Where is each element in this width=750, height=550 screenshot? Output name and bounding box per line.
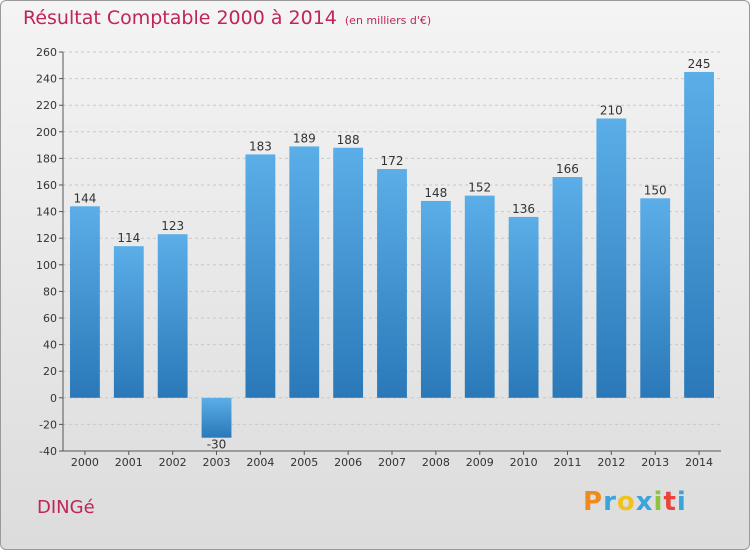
y-tick-label: 40: [43, 339, 57, 352]
bar-2013: [640, 198, 671, 398]
bar-2014: [684, 71, 714, 398]
value-label-2007: 172: [381, 154, 404, 168]
y-tick-label: -40: [39, 445, 57, 458]
value-label-2009: 152: [468, 181, 491, 195]
bar-2007: [377, 169, 407, 398]
x-tick-label-2000: 2000: [71, 456, 99, 469]
y-tick-label: 0: [50, 392, 57, 405]
bars: [70, 71, 714, 438]
x-tick-label-2004: 2004: [246, 456, 274, 469]
x-tick-label-2010: 2010: [510, 456, 538, 469]
bar-2010: [508, 216, 539, 398]
value-label-2010: 136: [512, 202, 535, 216]
logo-letter: o: [616, 487, 636, 517]
y-tick-label: 100: [36, 259, 57, 272]
logo-letter: t: [663, 487, 677, 517]
x-tick-label-2007: 2007: [378, 456, 406, 469]
logo-letter: P: [583, 487, 604, 517]
value-label-2014: 245: [688, 57, 711, 71]
y-tick-label: 140: [36, 206, 57, 219]
bar-2000: [70, 206, 100, 398]
bar-2002: [157, 234, 188, 398]
chart-title: Résultat Comptable 2000 à 2014 (en millie…: [23, 7, 431, 29]
x-tick-label-2003: 2003: [203, 456, 231, 469]
value-label-2004: 183: [249, 139, 272, 153]
value-label-2002: 123: [161, 219, 184, 233]
logo-letter: i: [653, 487, 664, 517]
value-label-2008: 148: [424, 186, 447, 200]
y-tick-label: 180: [36, 152, 57, 165]
x-tick-label-2005: 2005: [290, 456, 318, 469]
x-tick-label-2008: 2008: [422, 456, 450, 469]
value-label-2006: 188: [337, 133, 360, 147]
value-label-2012: 210: [600, 104, 623, 118]
logo-letter: i: [676, 487, 687, 517]
y-tick-label: 60: [43, 312, 57, 325]
x-tick-label-2014: 2014: [685, 456, 713, 469]
x-tick-label-2009: 2009: [466, 456, 494, 469]
bar-2012: [596, 118, 627, 398]
y-tick-label: -20: [39, 418, 57, 431]
value-label-2011: 166: [556, 162, 579, 176]
x-tick-label-2006: 2006: [334, 456, 362, 469]
commune-name: DINGé: [37, 497, 95, 518]
bar-2009: [464, 195, 495, 398]
x-tick-label-2011: 2011: [553, 456, 581, 469]
chart-unit: (en milliers d'€): [344, 14, 432, 27]
y-tick-label: 160: [36, 179, 57, 192]
y-tick-label: 120: [36, 232, 57, 245]
chart-title-text: Résultat Comptable 2000 à 2014: [23, 7, 337, 29]
y-tick-label: 200: [36, 126, 57, 139]
bar-2008: [420, 200, 451, 398]
value-label-2005: 189: [293, 131, 316, 145]
x-tick-label-2013: 2013: [641, 456, 669, 469]
bar-2011: [552, 177, 583, 398]
bar-2006: [333, 147, 364, 398]
x-tick-label-2012: 2012: [597, 456, 625, 469]
bar-2003: [201, 397, 232, 438]
y-tick-label: 220: [36, 99, 57, 112]
y-tick-label: 20: [43, 365, 57, 378]
y-tick-label: 240: [36, 73, 57, 86]
data-labels: 144 114 123 -30 183 189 188 172 148 152 136 166 210 1…: [73, 57, 710, 452]
bar-2001: [113, 246, 144, 398]
logo-letter: x: [635, 487, 654, 517]
bar-2004: [245, 154, 276, 398]
value-label-2001: 114: [117, 231, 140, 245]
x-tick-label-2001: 2001: [115, 456, 143, 469]
y-tick-label: 80: [43, 285, 57, 298]
logo-letter: r: [603, 487, 617, 517]
bar-2005: [289, 146, 320, 398]
value-label-2000: 144: [73, 191, 96, 205]
y-tick-label: 260: [36, 46, 57, 59]
value-label-2003: -30: [207, 438, 227, 452]
value-label-2013: 150: [644, 183, 667, 197]
x-tick-label-2002: 2002: [159, 456, 187, 469]
axes: -40 -20 0 20 40 60 80 100 120 140 160 180 200 220 240 2…: [36, 46, 721, 469]
proxiti-logo[interactable]: Proxiti: [583, 487, 687, 517]
